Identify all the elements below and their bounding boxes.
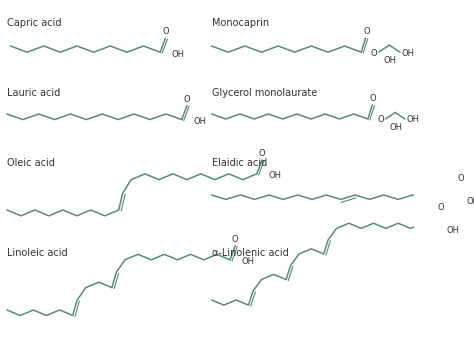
Text: Linoleic acid: Linoleic acid: [7, 248, 68, 258]
Text: OH: OH: [268, 171, 281, 180]
Text: O: O: [437, 203, 444, 213]
Text: OH: OH: [172, 50, 184, 59]
Text: OH: OH: [407, 116, 420, 125]
Text: O: O: [371, 49, 377, 58]
Text: OH: OH: [193, 117, 206, 126]
Text: OH: OH: [383, 56, 397, 65]
Text: O: O: [183, 95, 190, 103]
Text: O: O: [232, 235, 238, 244]
Text: α-Linolenic acid: α-Linolenic acid: [211, 248, 288, 258]
Text: O: O: [162, 27, 169, 36]
Text: O: O: [259, 149, 265, 158]
Text: OH: OH: [467, 197, 474, 206]
Text: Glycerol monolaurate: Glycerol monolaurate: [211, 88, 317, 98]
Text: Monocaprin: Monocaprin: [211, 18, 269, 28]
Text: Oleic acid: Oleic acid: [7, 158, 55, 168]
Text: O: O: [363, 27, 370, 36]
Text: Lauric acid: Lauric acid: [7, 88, 60, 98]
Text: OH: OH: [390, 124, 402, 132]
Text: OH: OH: [241, 257, 255, 266]
Text: O: O: [370, 94, 376, 103]
Text: OH: OH: [401, 49, 415, 58]
Text: O: O: [457, 175, 464, 184]
Text: Capric acid: Capric acid: [7, 18, 62, 28]
Text: Elaidic acid: Elaidic acid: [211, 158, 267, 168]
Text: O: O: [377, 116, 384, 125]
Text: OH: OH: [447, 226, 459, 235]
